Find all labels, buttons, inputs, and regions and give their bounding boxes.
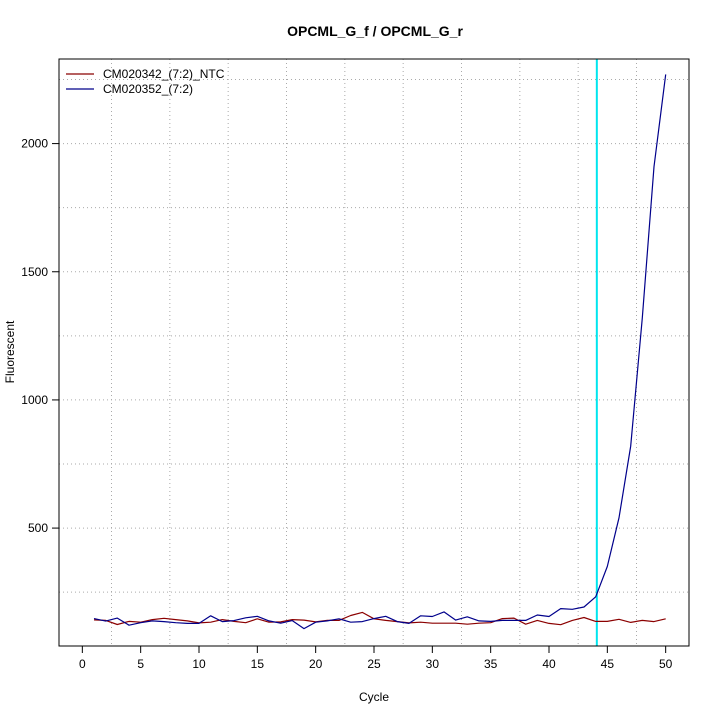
- x-tick-label: 25: [367, 657, 381, 671]
- x-tick-label: 30: [426, 657, 440, 671]
- x-tick-label: 40: [542, 657, 556, 671]
- y-axis: 500 1000 1500 2000: [21, 137, 60, 535]
- x-tick-label: 15: [251, 657, 265, 671]
- legend-label-2: CM020352_(7:2): [103, 82, 193, 96]
- y-tick-label: 2000: [21, 137, 48, 151]
- x-tick-label: 5: [137, 657, 144, 671]
- series-line-1: [93, 611, 666, 626]
- x-tick-label: 20: [309, 657, 323, 671]
- x-tick-label: 0: [79, 657, 86, 671]
- chart-title: OPCML_G_f / OPCML_G_r: [287, 23, 463, 39]
- y-axis-label: Fluorescent: [3, 320, 17, 383]
- series-line-2: [93, 74, 667, 630]
- x-axis-label: Cycle: [359, 690, 389, 704]
- x-tick-label: 35: [484, 657, 498, 671]
- grid: [59, 59, 689, 646]
- x-tick-label: 10: [192, 657, 206, 671]
- x-axis: 0 5 10 15 20 25 30 35 40 45 50: [79, 645, 673, 671]
- y-tick-label: 500: [28, 521, 48, 535]
- y-tick-label: 1000: [21, 393, 48, 407]
- x-tick-label: 45: [601, 657, 615, 671]
- series-layer: [93, 74, 667, 630]
- x-tick-label: 50: [659, 657, 673, 671]
- y-tick-label: 1500: [21, 265, 48, 279]
- legend-label-1: CM020342_(7:2)_NTC: [103, 67, 225, 81]
